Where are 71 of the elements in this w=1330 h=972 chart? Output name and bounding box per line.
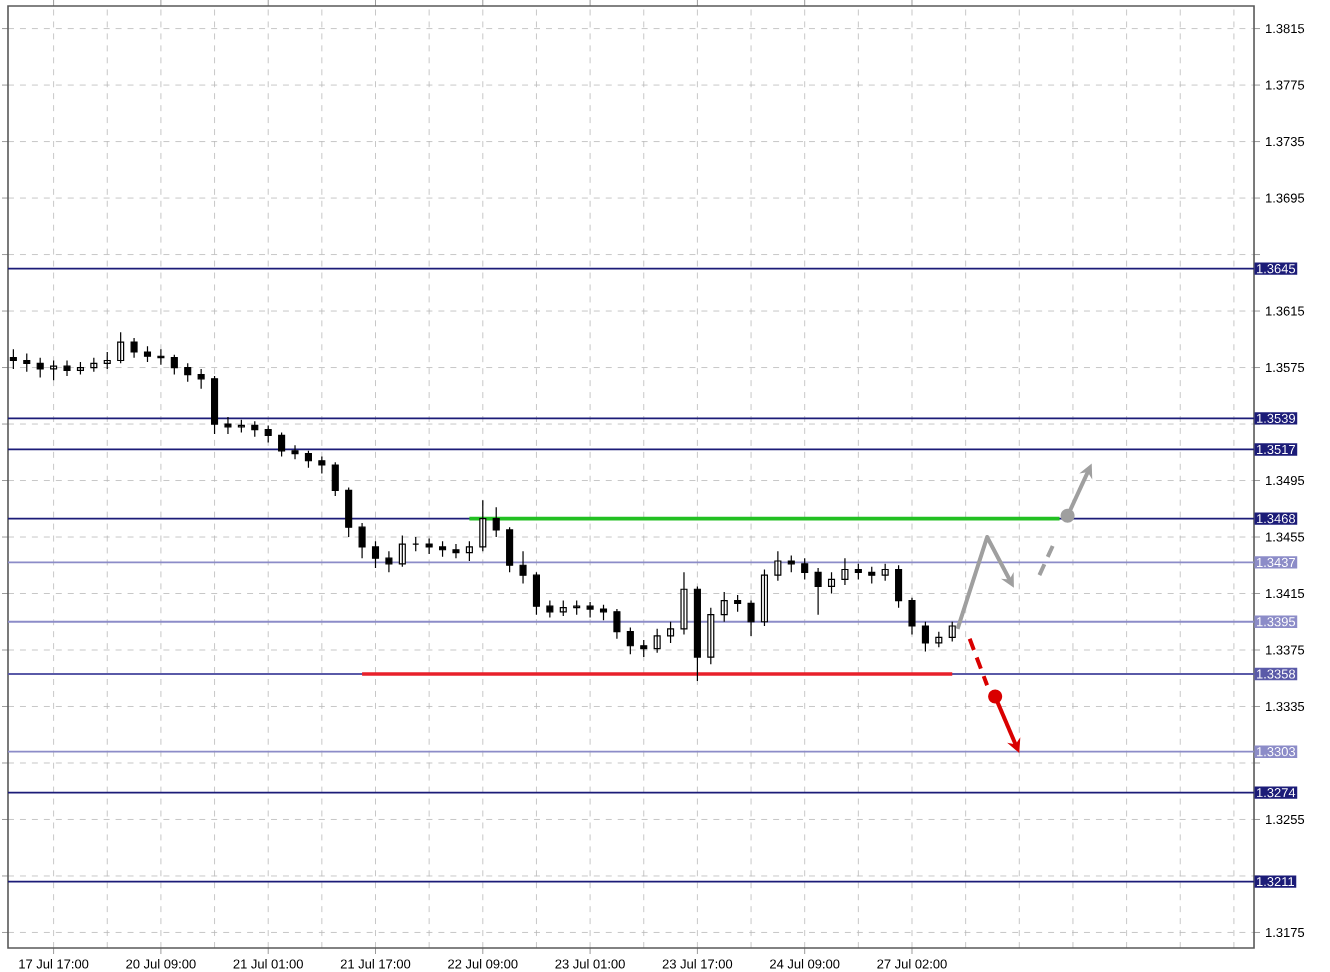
candlestick [787,554,795,573]
candlestick [519,550,527,585]
candlestick [452,543,460,559]
candlestick [184,362,192,383]
candlestick [278,431,286,458]
candlestick [76,361,84,376]
candlestick [814,567,822,616]
candlestick [237,419,245,434]
candlestick [371,540,380,569]
candlestick [465,540,473,562]
candlestick [881,563,889,582]
candlestick [23,352,31,373]
candlestick [707,607,715,665]
candlestick [9,348,17,370]
candlestick [63,359,71,377]
candlestick [586,601,594,619]
candlestick [412,536,420,552]
candlestick [599,604,608,621]
candlestick [559,599,567,617]
candlestick [506,526,514,573]
candlestick [251,420,259,438]
candlestick [653,628,661,654]
candlestick [895,564,903,609]
candlestick [143,345,152,363]
candlestick [573,599,581,616]
candlestick [130,337,138,359]
candlestick [774,550,782,582]
candlestick [304,450,312,469]
candlestick [358,522,366,559]
candlestick [170,354,178,376]
candlestick [626,626,634,655]
candlestick [827,571,836,595]
candlestick [345,486,353,538]
candlestick [841,557,849,586]
candlestick [640,639,648,658]
candlestick [532,571,540,616]
candlestick [693,585,701,682]
candlestick [385,550,393,573]
candlestick [90,357,98,373]
candlestick [868,566,876,585]
candlestick [103,351,111,370]
candlestick [734,594,742,613]
candlestick [492,506,500,538]
candlestick [908,597,916,636]
candlestick [264,424,272,443]
candlestick [224,416,232,435]
candlestick [680,571,688,636]
candlestick [747,599,755,637]
candlestick [157,348,165,366]
candlestick [948,621,956,643]
candlestick [291,444,299,460]
candlestick [479,499,487,552]
candlestick [398,535,406,568]
candlestick [36,357,44,379]
candlestick [50,359,58,381]
candlestick [854,563,862,580]
candlestick [801,557,809,580]
candlestick [318,455,326,475]
candlestick [425,537,433,555]
candlestick [546,599,554,619]
candlestick [117,331,125,364]
candlestick [667,621,675,644]
candlestick [760,568,769,627]
candlestick [935,631,943,648]
candlestick [613,608,621,640]
candlestick [211,375,219,435]
candlestick [439,540,447,558]
candlestick [921,621,929,653]
candlestick [720,591,728,623]
candlestick [331,461,339,497]
candlestick [197,368,205,390]
